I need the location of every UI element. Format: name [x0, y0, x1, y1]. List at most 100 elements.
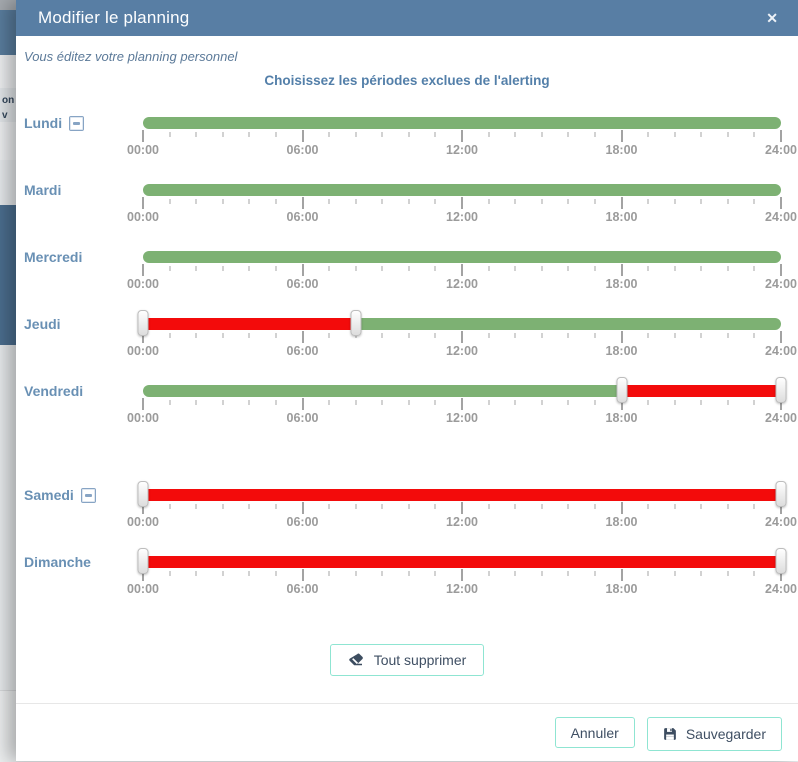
remove-day-button[interactable] [69, 115, 85, 131]
tick-label: 24:00 [765, 411, 797, 425]
slider-handle[interactable] [350, 310, 362, 336]
tick-label: 06:00 [286, 411, 319, 425]
minor-tick [514, 132, 517, 137]
slider-handle[interactable] [137, 481, 149, 507]
major-tick [461, 502, 463, 514]
slider-tick-labels: 00:00 06:00 12:00 18:00 24:00 [127, 209, 797, 225]
day-row-header: Mercredi [16, 249, 143, 265]
major-tick [301, 398, 304, 410]
slider-track[interactable] [143, 184, 781, 196]
major-tick [301, 569, 304, 581]
tick-label: 06:00 [286, 515, 319, 529]
slider-tick-labels: 00:00 06:00 12:00 18:00 24:00 [127, 514, 797, 530]
day-label: Vendredi [24, 383, 84, 399]
minor-tick [221, 400, 224, 405]
tick-label: 18:00 [605, 210, 638, 224]
day-label: Mercredi [24, 249, 83, 265]
clear-all-wrap: Tout supprimer [16, 644, 798, 676]
section-heading: Choisissez les périodes exclues de l'ale… [264, 73, 550, 88]
day-row: Mardi 00:00 06:00 12:00 18:00 24:00 [16, 177, 798, 244]
minor-tick [540, 266, 543, 271]
minor-tick [248, 266, 251, 271]
modal-title: Modifier le planning [38, 8, 190, 27]
slider-handle[interactable] [616, 377, 627, 403]
minor-tick [168, 571, 171, 576]
day-row-header: Vendredi [16, 383, 143, 399]
major-tick [780, 264, 782, 276]
day-row: Vendredi 00:00 06:00 12:00 18:00 24:00 [16, 377, 798, 445]
slider-track[interactable] [143, 489, 781, 501]
minor-tick [248, 504, 251, 509]
minor-tick [195, 571, 198, 576]
major-tick [142, 398, 144, 410]
minor-tick [381, 199, 384, 204]
minor-tick [673, 266, 676, 271]
major-tick [461, 197, 463, 209]
major-tick [461, 331, 463, 343]
minor-tick [567, 199, 570, 204]
minor-tick [221, 333, 224, 338]
modal-subtitle: Vous éditez votre planning personnel [24, 49, 238, 64]
tick-label: 24:00 [765, 143, 797, 157]
tick-label: 24:00 [765, 582, 797, 596]
major-tick [142, 130, 144, 142]
minor-tick [221, 504, 224, 509]
day-row: Jeudi 00:00 06:00 12:00 18:00 24:00 [16, 310, 798, 378]
slider-handle[interactable] [775, 481, 787, 507]
minor-tick [354, 571, 357, 576]
slider-track[interactable] [143, 117, 781, 129]
clear-all-button[interactable]: Tout supprimer [329, 644, 485, 676]
minor-tick [487, 400, 490, 405]
slider-segment-excluded [621, 385, 781, 397]
background-block [0, 690, 16, 762]
major-tick [301, 331, 304, 343]
minus-icon [84, 493, 92, 497]
day-row-header: Samedi [16, 487, 143, 503]
slider-handle[interactable] [137, 310, 149, 336]
minor-tick [434, 400, 437, 405]
major-tick [301, 502, 304, 514]
major-tick [780, 197, 782, 209]
slider-ticks [142, 330, 782, 343]
day-label: Dimanche [24, 554, 91, 570]
major-tick [461, 398, 463, 410]
cancel-button[interactable]: Annuler [554, 717, 635, 748]
minor-tick [407, 333, 410, 338]
slider-handle[interactable] [775, 377, 787, 403]
slider-segment-included [355, 318, 781, 330]
slider-track[interactable] [143, 318, 781, 330]
minor-tick [195, 333, 198, 338]
minor-tick [673, 571, 676, 576]
slider-handle[interactable] [137, 548, 149, 574]
minor-tick [274, 199, 277, 204]
minor-tick [753, 400, 756, 405]
save-button[interactable]: Sauvegarder [646, 717, 782, 751]
remove-day-button[interactable] [80, 487, 96, 503]
slider-track[interactable] [143, 251, 781, 263]
major-tick [142, 197, 144, 209]
close-icon[interactable]: ✕ [766, 10, 778, 26]
slider-tick-labels: 00:00 06:00 12:00 18:00 24:00 [127, 581, 797, 597]
slider-segment-excluded [143, 318, 356, 330]
minor-tick [168, 333, 171, 338]
minor-tick [407, 504, 410, 509]
minor-tick [248, 333, 251, 338]
day-slider: 00:00 06:00 12:00 18:00 24:00 [127, 377, 797, 426]
minor-tick [274, 400, 277, 405]
slider-handle[interactable] [775, 548, 787, 574]
slider-track[interactable] [143, 556, 781, 568]
minor-tick [195, 400, 198, 405]
major-tick [142, 502, 144, 514]
tick-label: 06:00 [286, 582, 319, 596]
slider-track[interactable] [143, 385, 781, 397]
minor-tick [168, 266, 171, 271]
tick-label: 18:00 [605, 344, 638, 358]
tick-label: 12:00 [446, 515, 478, 529]
minor-tick [567, 333, 570, 338]
minor-tick [700, 400, 703, 405]
minor-tick [195, 266, 198, 271]
minor-tick [407, 199, 410, 204]
tick-label: 24:00 [765, 515, 797, 529]
tick-label: 18:00 [605, 515, 638, 529]
day-slider: 00:00 06:00 12:00 18:00 24:00 [127, 548, 797, 597]
